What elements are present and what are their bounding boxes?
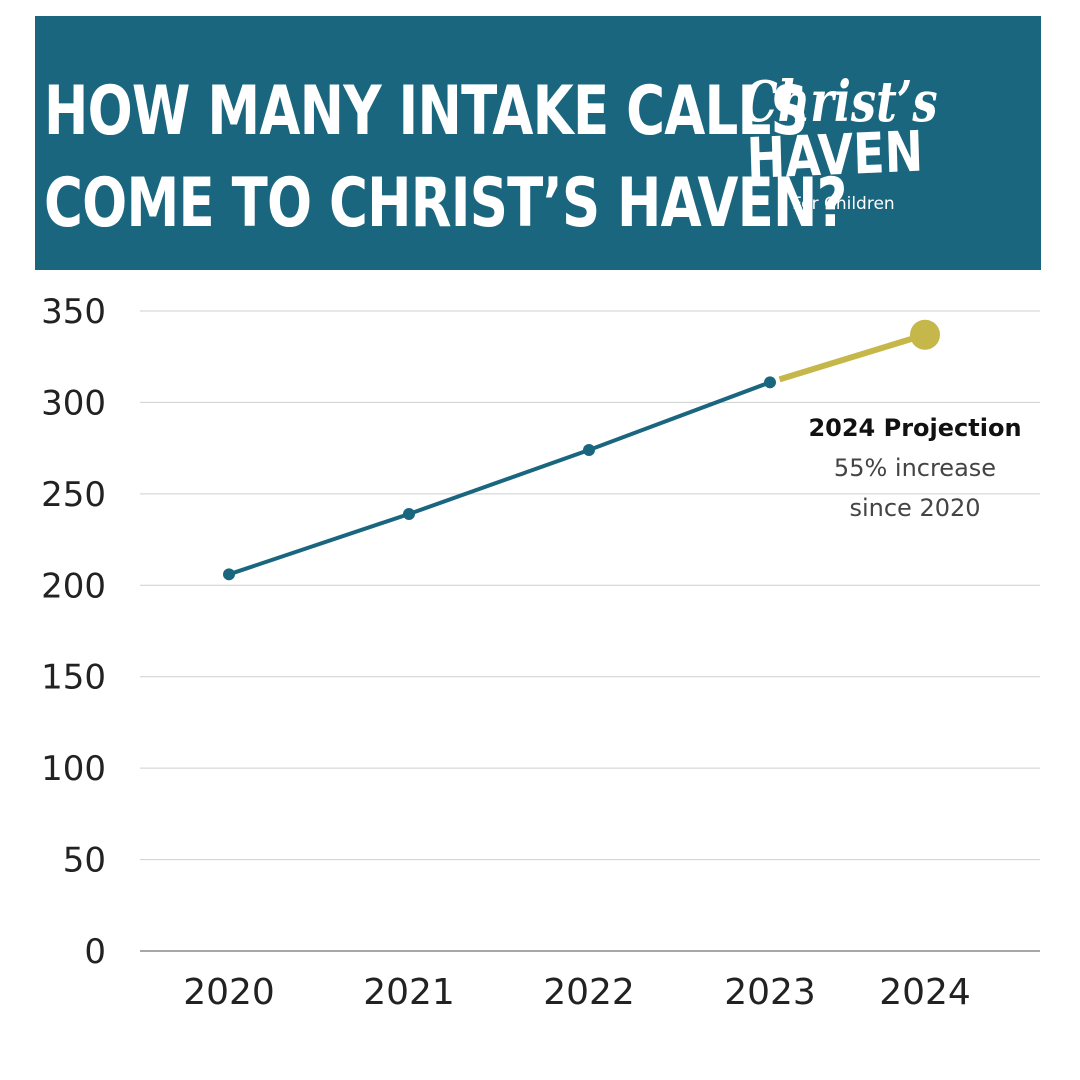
x-tick-label: 2022 [543,972,635,1013]
data-point [223,568,235,581]
title-line-2: COME TO CHRIST’S HAVEN? [44,164,847,243]
x-tick-label: 2023 [724,972,816,1013]
y-tick-label: 200 [41,566,106,606]
header-banner [35,16,1041,270]
data-point [583,443,595,456]
logo-line-3: For Children [792,194,895,214]
x-tick-label: 2024 [879,972,971,1013]
title-line-1: HOW MANY INTAKE CALLS [44,72,809,151]
y-tick-label: 0 [84,932,106,972]
christs-haven-logo: Christ’s HAVEN For Children [742,70,938,220]
y-tick-label: 350 [41,292,106,332]
y-tick-label: 300 [41,383,106,423]
projection-annotation-line-2: since 2020 [849,494,980,522]
x-tick-label: 2021 [363,972,455,1013]
data-point [764,376,776,389]
y-tick-label: 50 [63,841,106,881]
projection-annotation-line-1: 55% increase [834,454,996,482]
projection-annotation-title: 2024 Projection [808,414,1021,442]
logo-line-1: Christ’s [742,69,938,135]
actual-series-line [228,380,771,577]
y-tick-label: 100 [41,749,106,789]
x-tick-label: 2020 [183,972,275,1013]
page-title: HOW MANY INTAKE CALLS COME TO CHRIST’S H… [44,66,847,250]
projection-point [910,319,940,350]
y-tick-label: 150 [41,658,106,698]
y-tick-label: 250 [41,475,106,515]
projection-series-line [778,331,926,383]
data-point [403,507,415,520]
